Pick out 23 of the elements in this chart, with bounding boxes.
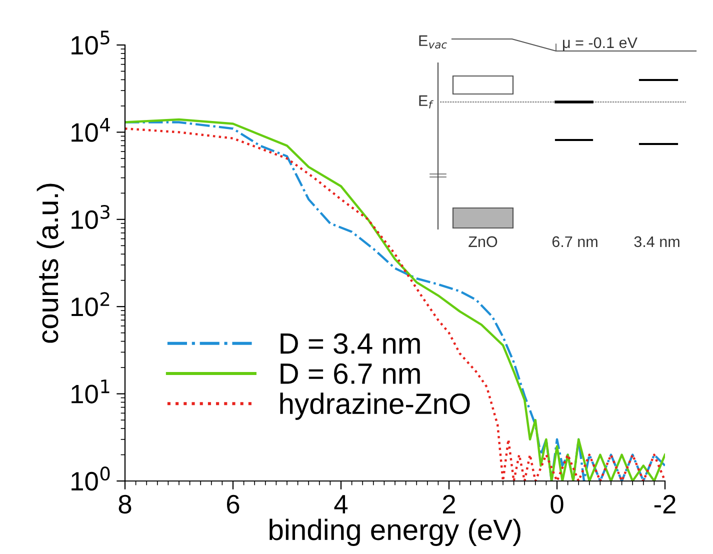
x-tick-label: 6 [227,494,240,514]
x-tick-label: 8 [118,494,132,514]
y-tick-label: 10$^{5}$ [72,30,110,55]
y-tick-label: 10$^{2}$ [72,292,110,316]
x-axis-title: binding energy (eV) [270,518,520,546]
y-tick-label: 10$^{1}$ [72,380,110,404]
x-tick-label: 4 [334,495,348,514]
x-tick-label: 0 [550,494,564,514]
legend-label: D = 3.4 nm [280,333,420,354]
annotation: E$_{vac}$ [419,35,447,49]
legend-label: hydrazine-ZnO [280,392,470,420]
y-axis-title: counts (a.u.) [36,184,64,343]
annotation: E$_{f}$ [419,95,434,108]
annotation: 6.7 nm [552,236,598,248]
annotation: μ = -0.1 eV [563,37,638,51]
y-tick-label: 10$^{4}$ [72,118,110,142]
annotation: 3.4 nm [634,236,680,248]
y-tick-label: 10$^{3}$ [72,204,110,230]
y-tick-label: 10$^{0}$ [72,466,110,491]
x-tick-label: -2 [654,494,676,514]
annotation: ZnO [468,236,498,248]
x-tick-label: 2 [442,494,456,514]
legend-label: D = 6.7 nm [280,363,420,384]
